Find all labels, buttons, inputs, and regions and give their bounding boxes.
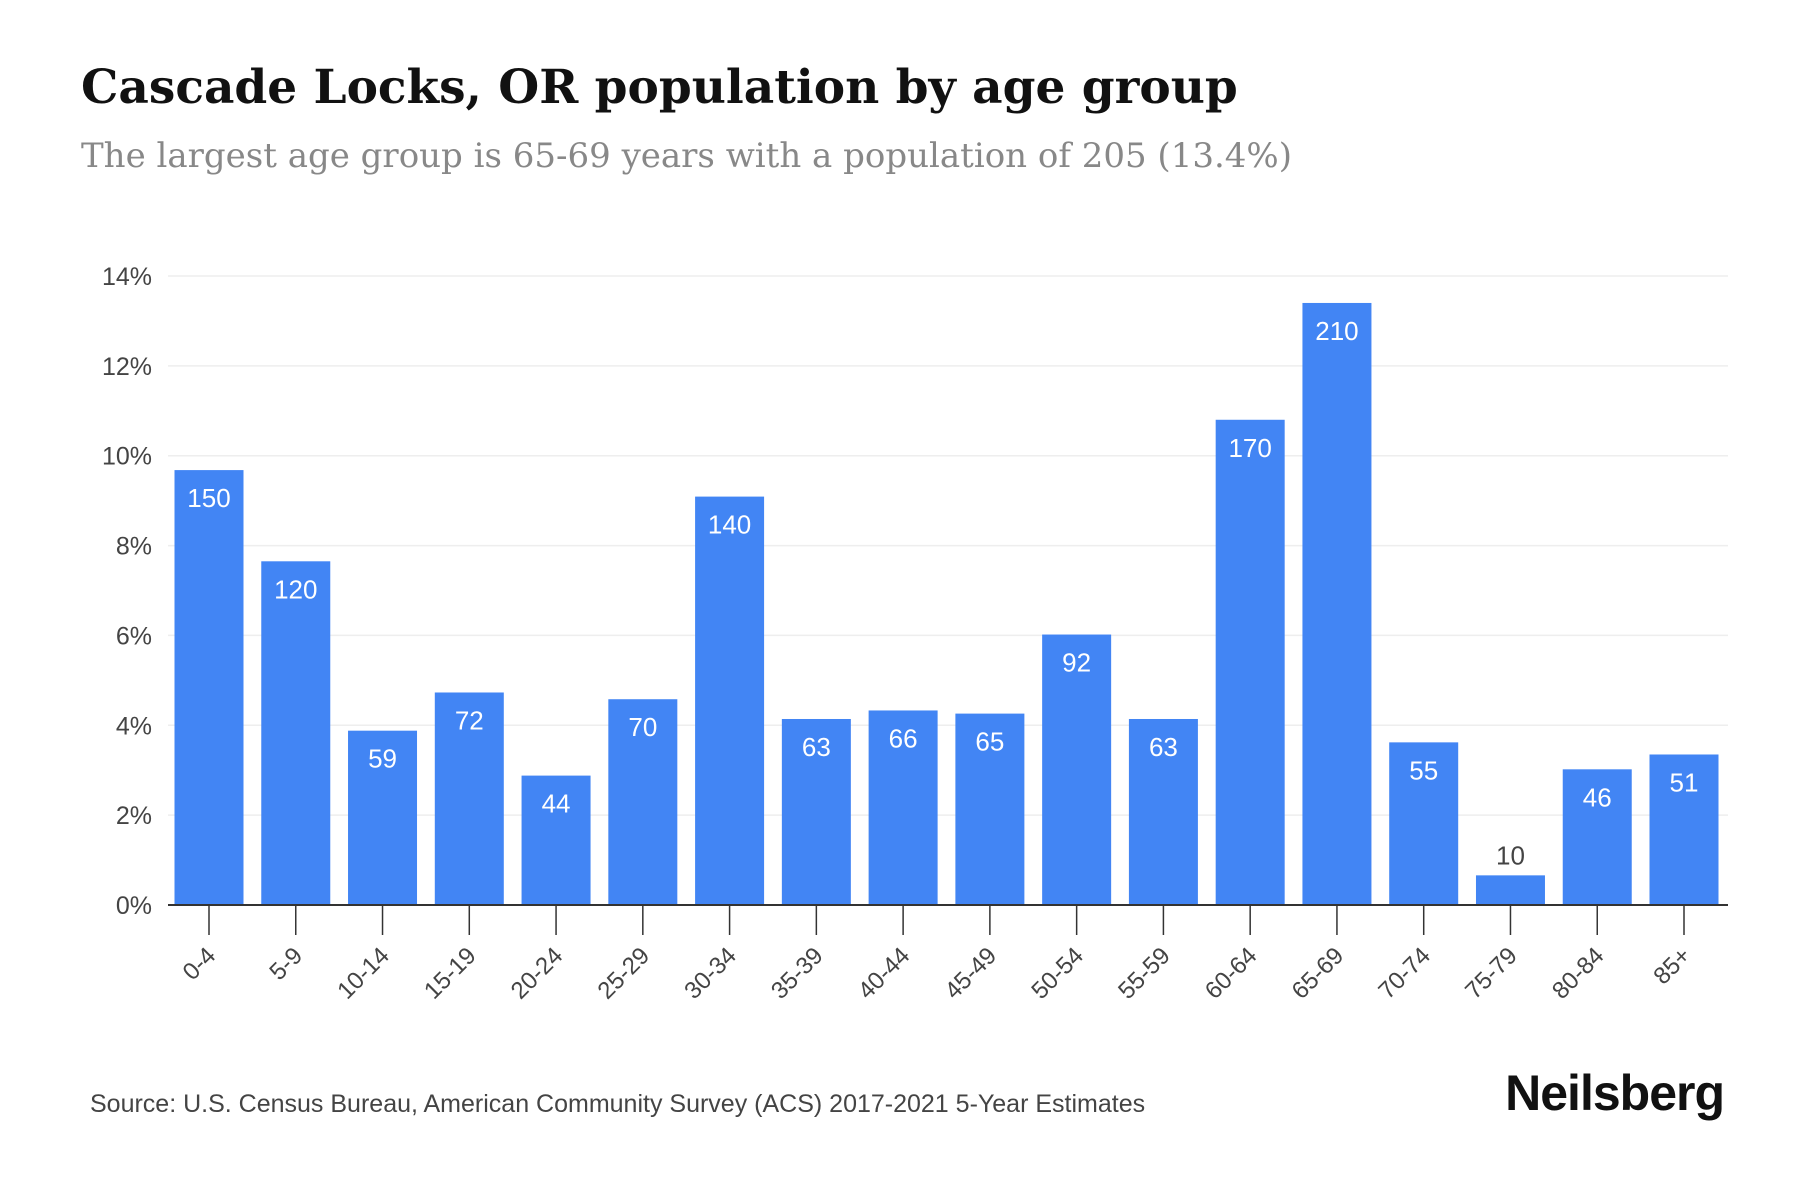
bar	[1042, 634, 1112, 905]
bar-value-label: 120	[274, 574, 317, 604]
bar-value-label: 51	[1670, 767, 1699, 797]
x-tick-label: 80-84	[1547, 942, 1610, 1005]
y-tick-label: 2%	[116, 802, 152, 830]
x-tick-label: 45-49	[940, 942, 1003, 1005]
x-tick-label: 40-44	[853, 942, 916, 1005]
bar	[261, 561, 331, 905]
bar	[1562, 769, 1632, 905]
x-tick-label: 60-64	[1200, 942, 1263, 1005]
y-tick-label: 8%	[116, 533, 152, 561]
bar-chart: 0% 2% 4% 6% 8% 10% 12% 14% 150 0-4 120 5-9 59 10-14 72…	[102, 263, 1728, 1005]
y-tick-label: 14%	[102, 263, 152, 291]
bar	[1215, 419, 1285, 905]
bar-value-label: 92	[1062, 648, 1091, 678]
bar-value-label: 10	[1496, 840, 1525, 870]
bar-value-label: 66	[889, 723, 918, 753]
bar	[781, 718, 851, 905]
chart-title: Cascade Locks, OR population by age grou…	[81, 60, 1238, 115]
x-tick-label: 30-34	[679, 942, 742, 1005]
bar-value-label: 65	[975, 727, 1004, 757]
y-tick-label: 10%	[102, 443, 152, 471]
y-tick-label: 0%	[116, 892, 152, 920]
source-note: Source: U.S. Census Bureau, American Com…	[90, 1090, 1146, 1118]
x-tick-label: 55-59	[1113, 942, 1176, 1005]
bar	[695, 496, 765, 905]
bar-value-label: 150	[187, 483, 230, 513]
bar	[348, 730, 418, 905]
bar-value-label: 59	[368, 744, 397, 774]
chart-subtitle: The largest age group is 65-69 years wit…	[81, 136, 1292, 176]
bar	[1128, 718, 1198, 905]
bar-value-label: 63	[802, 732, 831, 762]
y-tick-label: 12%	[102, 353, 152, 381]
x-tick-label: 85+	[1648, 942, 1696, 990]
bar	[608, 699, 678, 905]
x-tick-label: 0-4	[178, 942, 222, 986]
x-tick-label: 5-9	[264, 942, 308, 986]
bar-value-label: 44	[542, 789, 571, 819]
x-tick-label: 50-54	[1026, 942, 1089, 1005]
x-tick-label: 65-69	[1287, 942, 1350, 1005]
bar-value-label: 70	[628, 712, 657, 742]
bar	[434, 692, 504, 905]
bar	[955, 713, 1025, 905]
bar-value-label: 63	[1149, 732, 1178, 762]
bar-value-label: 72	[455, 705, 484, 735]
x-tick-label: 20-24	[506, 942, 569, 1005]
bar-value-label: 140	[708, 510, 751, 540]
bar	[521, 775, 591, 905]
x-tick-label: 75-79	[1460, 942, 1523, 1005]
bar-value-label: 170	[1228, 433, 1271, 463]
y-tick-label: 6%	[116, 622, 152, 650]
bar	[1302, 302, 1372, 905]
bar	[1389, 742, 1459, 905]
x-tick-label: 70-74	[1373, 942, 1436, 1005]
bar	[1475, 875, 1545, 905]
x-tick-label: 25-29	[593, 942, 656, 1005]
x-tick-label: 10-14	[332, 942, 395, 1005]
bar	[868, 710, 938, 905]
bar-value-label: 210	[1315, 316, 1358, 346]
brand-logo: Neilsberg	[1505, 1065, 1725, 1121]
bar	[1649, 754, 1719, 905]
x-tick-label: 15-19	[419, 942, 482, 1005]
bar-value-label: 55	[1409, 755, 1438, 785]
bar	[174, 470, 244, 905]
bar-value-label: 46	[1583, 782, 1612, 812]
x-tick-label: 35-39	[766, 942, 829, 1005]
y-tick-label: 4%	[116, 712, 152, 740]
